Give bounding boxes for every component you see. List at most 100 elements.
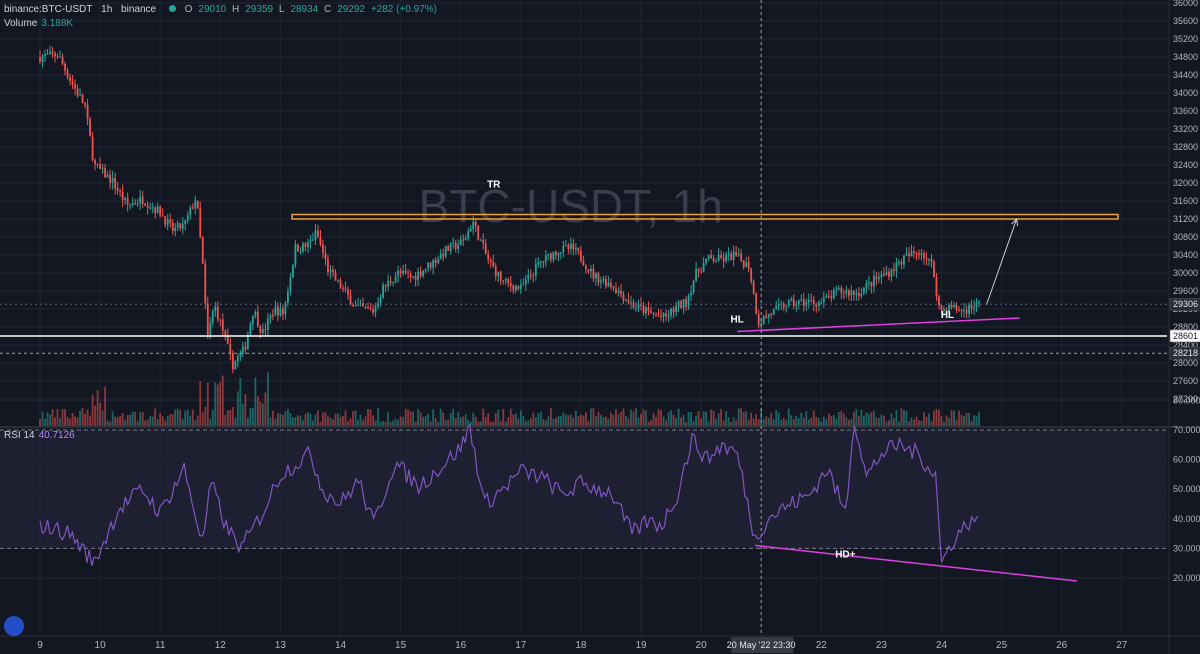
volume-bar [44, 418, 46, 426]
volume-bar [209, 418, 212, 426]
volume-bar [359, 414, 362, 426]
volume-bar [652, 413, 655, 426]
volume-bar [955, 419, 958, 426]
volume-bar [84, 413, 86, 426]
interval-label[interactable]: 1h [101, 4, 113, 15]
symbol-name[interactable]: binance:BTC-USDT [4, 4, 93, 15]
volume-bar [64, 409, 66, 426]
candle-body [104, 167, 107, 178]
volume-bar [755, 414, 758, 426]
candle-body [870, 282, 873, 287]
candle-body [432, 260, 435, 268]
candle-body [204, 263, 207, 304]
volume-bar [66, 416, 69, 426]
price-axis-label: 34400 [1173, 70, 1198, 80]
time-axis-label: 20 [696, 640, 708, 651]
candle-body [935, 277, 938, 297]
volume-bar [509, 408, 512, 426]
volume-bar [837, 412, 840, 426]
volume-bar [399, 416, 402, 426]
volume-bar [507, 417, 510, 426]
time-axis-label: 26 [1056, 640, 1068, 651]
candle-body [507, 279, 510, 283]
candle-body [191, 207, 194, 209]
volume-bar [317, 410, 319, 426]
volume-bar [144, 420, 147, 426]
candle-body [184, 220, 187, 224]
candle-body [194, 200, 197, 209]
candle-body [820, 302, 823, 304]
volume-bar [792, 418, 795, 426]
candle-body [672, 308, 675, 313]
candle-body [41, 56, 44, 62]
volume-bar [857, 415, 860, 426]
price-axis-label: 35200 [1173, 34, 1198, 44]
volume-bar [973, 415, 975, 426]
volume-bar [116, 417, 119, 426]
volume-bar [855, 408, 858, 426]
candle-body [174, 227, 177, 231]
volume-bar [49, 414, 51, 426]
price-axis-label: 34000 [1173, 88, 1198, 98]
candle-body [274, 306, 277, 316]
resistance-zone[interactable] [291, 213, 1119, 220]
candle-body [312, 239, 314, 241]
candle-body [459, 239, 462, 246]
volume-legend[interactable]: Volume 3.188K [4, 18, 73, 29]
time-axis-label: 10 [95, 640, 107, 651]
volume-bar [580, 414, 582, 426]
volume-bar [529, 418, 532, 426]
candle-body [640, 304, 642, 306]
volume-bar [367, 408, 369, 426]
volume-bar [497, 409, 500, 426]
volume-bar [484, 416, 487, 426]
candle-body [945, 309, 948, 313]
volume-bar [925, 416, 928, 426]
volume-bar [494, 413, 497, 426]
projection-arrow[interactable] [986, 218, 1018, 305]
candle-body [287, 291, 289, 303]
volume-bar [757, 419, 760, 426]
volume-bar [184, 410, 187, 426]
chart-annotation-tr: TR [487, 180, 501, 191]
volume-bar [439, 408, 442, 426]
candle-body [307, 242, 309, 247]
tradingview-logo-icon[interactable] [4, 616, 24, 636]
volume-bar [136, 420, 139, 426]
divergence-line[interactable] [755, 544, 1077, 582]
candle-body [948, 304, 950, 313]
candle-body [682, 299, 685, 308]
volume-bar [344, 410, 347, 426]
higher-low-trendline[interactable] [737, 317, 1020, 333]
volume-bar [888, 420, 890, 426]
volume-bar [842, 413, 845, 426]
volume-bar [940, 416, 943, 426]
volume-bar [978, 411, 980, 426]
volume-bar [39, 419, 41, 426]
candle-body [852, 291, 855, 295]
volume-bar [645, 410, 647, 426]
candle-body [206, 303, 209, 335]
candle-body [792, 298, 795, 306]
rsi-legend[interactable]: RSI 14 40.7126 [4, 430, 75, 441]
candle-body [414, 276, 417, 280]
volume-bar [697, 411, 700, 426]
rsi-axis-label: 70.0000 [1173, 425, 1200, 435]
candle-body [241, 346, 244, 353]
candle-body [940, 305, 943, 311]
volume-bar [970, 420, 973, 426]
candle-body [885, 272, 888, 275]
volume-bar [241, 403, 244, 426]
volume-bar [740, 408, 743, 426]
candle-body [236, 356, 239, 362]
volume-bar [975, 416, 978, 426]
candle-body [404, 270, 407, 274]
price-axis-label: 29600 [1173, 286, 1198, 296]
candle-body [767, 314, 770, 318]
candle-body [620, 290, 622, 295]
volume-bar [705, 411, 708, 426]
rsi-axis-label: 80.0000 [1173, 395, 1200, 405]
candle-body [615, 288, 617, 293]
volume-bar [692, 421, 695, 426]
